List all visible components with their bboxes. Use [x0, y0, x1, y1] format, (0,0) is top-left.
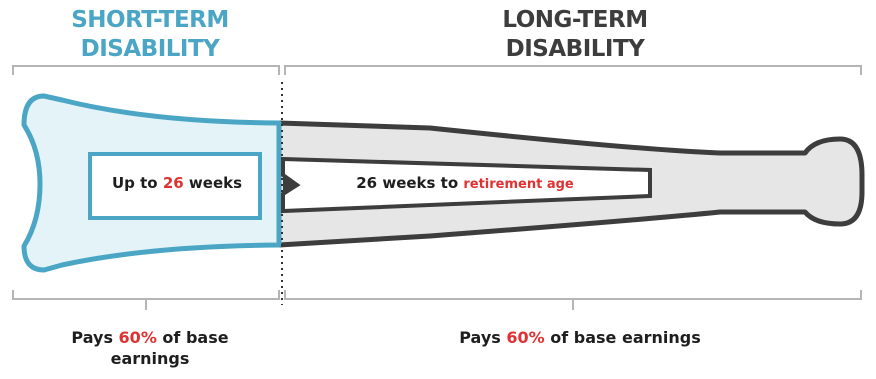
short-pays-suffix: of base [156, 328, 229, 347]
arrow-pointer-icon [283, 173, 299, 196]
short-pays-prefix: Pays [71, 328, 119, 347]
short-duration-prefix: Up to [111, 174, 163, 192]
short-term-duration: Up to 26 weeks [92, 174, 262, 192]
long-duration-prefix: 26 weeks to [356, 174, 464, 192]
short-pays-percent: 60% [118, 328, 157, 347]
long-pays-percent: 60% [506, 328, 545, 347]
short-term-title-line1: SHORT-TERM [71, 7, 229, 33]
bottom-bracket-long [284, 290, 862, 310]
top-bracket-long [284, 65, 862, 75]
long-pays-suffix: of base earnings [544, 328, 701, 347]
long-term-title-line1: LONG-TERM [502, 7, 648, 33]
long-duration-highlight: retirement age [463, 177, 574, 192]
long-term-pay-note: Pays 60% of base earnings [410, 327, 750, 348]
short-duration-value: 26 [162, 174, 184, 192]
bottom-bracket-short [12, 290, 280, 310]
long-term-title-line2: DISABILITY [505, 36, 645, 62]
long-term-duration: 26 weeks to retirement age [300, 174, 630, 192]
short-term-title: SHORT-TERM DISABILITY [30, 6, 270, 64]
short-duration-suffix: weeks [183, 174, 243, 192]
short-term-title-line2: DISABILITY [80, 36, 220, 62]
short-term-duration-box [88, 152, 262, 220]
short-term-pay-note: Pays 60% of base earnings [30, 327, 270, 369]
long-pays-prefix: Pays [459, 328, 507, 347]
long-term-title: LONG-TERM DISABILITY [440, 6, 710, 64]
top-bracket-short [12, 65, 280, 75]
short-pays-line2: earnings [110, 349, 190, 368]
